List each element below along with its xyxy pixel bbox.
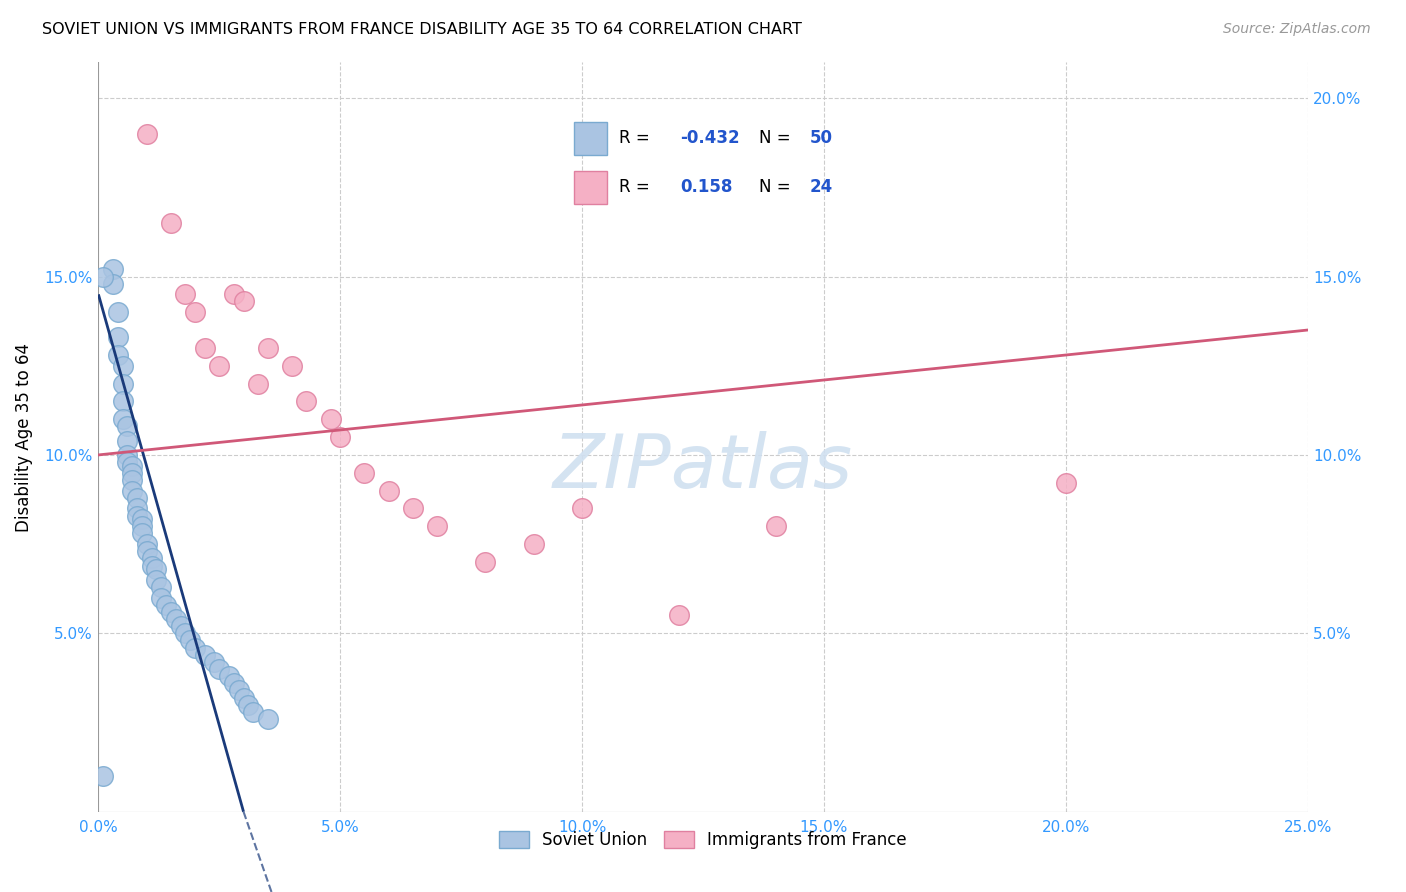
Point <box>194 648 217 662</box>
Point <box>247 376 270 391</box>
Text: 24: 24 <box>810 178 834 196</box>
Point <box>131 512 153 526</box>
Point <box>353 466 375 480</box>
Text: SOVIET UNION VS IMMIGRANTS FROM FRANCE DISABILITY AGE 35 TO 64 CORRELATION CHART: SOVIET UNION VS IMMIGRANTS FROM FRANCE D… <box>42 22 801 37</box>
Point <box>668 608 690 623</box>
Point <box>127 501 149 516</box>
Point <box>135 544 157 558</box>
Text: R =: R = <box>619 129 655 147</box>
Point <box>117 455 139 469</box>
Point <box>121 466 143 480</box>
Point <box>107 330 129 344</box>
Point <box>135 127 157 141</box>
Point <box>222 287 245 301</box>
Point <box>571 501 593 516</box>
Point <box>174 287 197 301</box>
Point <box>111 412 134 426</box>
Point <box>101 277 124 291</box>
Text: Source: ZipAtlas.com: Source: ZipAtlas.com <box>1223 22 1371 37</box>
Point <box>523 537 546 551</box>
Point <box>150 591 173 605</box>
Point <box>131 526 153 541</box>
Point <box>121 483 143 498</box>
Point <box>91 769 114 783</box>
Text: N =: N = <box>759 178 796 196</box>
Point <box>111 359 134 373</box>
Point <box>141 558 163 573</box>
Point <box>242 705 264 719</box>
Point <box>141 551 163 566</box>
Point <box>222 676 245 690</box>
Point <box>135 537 157 551</box>
Point <box>218 669 240 683</box>
Point <box>238 698 260 712</box>
Point <box>474 555 496 569</box>
Point <box>765 519 787 533</box>
Point <box>281 359 304 373</box>
Point <box>127 491 149 505</box>
Point <box>127 508 149 523</box>
Bar <box>574 171 607 204</box>
Point <box>169 619 191 633</box>
Point <box>329 430 352 444</box>
Text: 50: 50 <box>810 129 832 147</box>
Point <box>295 394 318 409</box>
Point <box>228 683 250 698</box>
Point <box>426 519 449 533</box>
Text: ZIPatlas: ZIPatlas <box>553 431 853 503</box>
Point <box>131 519 153 533</box>
Point <box>117 448 139 462</box>
Point <box>256 341 278 355</box>
Point <box>121 473 143 487</box>
Point <box>319 412 342 426</box>
Legend: Soviet Union, Immigrants from France: Soviet Union, Immigrants from France <box>492 824 914 855</box>
Point <box>174 626 197 640</box>
Point <box>91 269 114 284</box>
Point <box>145 573 167 587</box>
Text: R =: R = <box>619 178 655 196</box>
Point <box>107 305 129 319</box>
Point <box>121 458 143 473</box>
Point <box>111 394 134 409</box>
Point <box>117 434 139 448</box>
Point <box>117 419 139 434</box>
Point <box>160 605 183 619</box>
Point <box>194 341 217 355</box>
Point <box>1054 476 1077 491</box>
Text: -0.432: -0.432 <box>681 129 740 147</box>
Point <box>101 262 124 277</box>
Point <box>208 662 231 676</box>
Point <box>155 598 177 612</box>
Point <box>184 305 207 319</box>
Point <box>377 483 399 498</box>
Point <box>107 348 129 362</box>
Point <box>145 562 167 576</box>
Text: 0.158: 0.158 <box>681 178 733 196</box>
Point <box>165 612 187 626</box>
Point <box>184 640 207 655</box>
Point <box>179 633 201 648</box>
Text: N =: N = <box>759 129 796 147</box>
Point <box>232 294 254 309</box>
Point <box>232 690 254 705</box>
Point <box>204 655 226 669</box>
Point <box>256 712 278 726</box>
Bar <box>574 122 607 154</box>
Point <box>150 580 173 594</box>
Y-axis label: Disability Age 35 to 64: Disability Age 35 to 64 <box>15 343 34 532</box>
Point <box>160 216 183 230</box>
Point <box>208 359 231 373</box>
Point <box>111 376 134 391</box>
Point <box>402 501 425 516</box>
